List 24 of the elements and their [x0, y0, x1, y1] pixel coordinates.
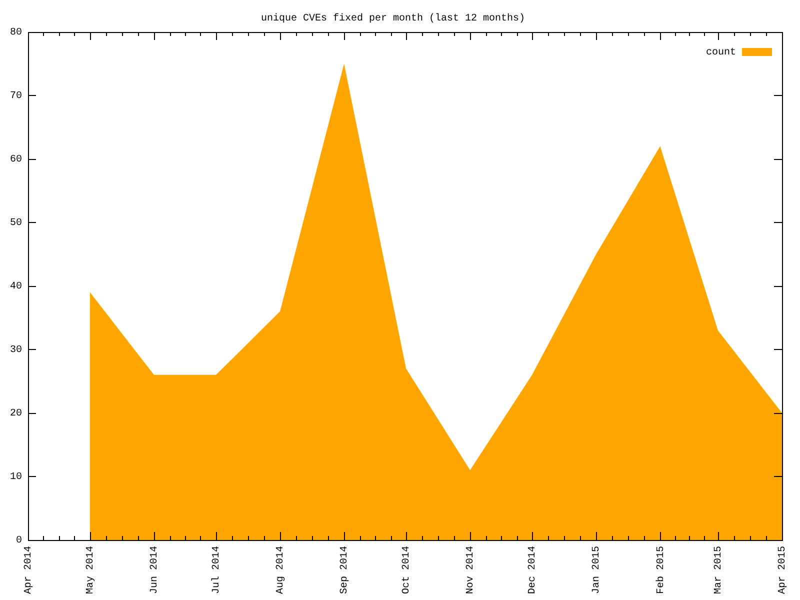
x-tick-label: Feb 2015 — [654, 546, 667, 594]
x-tick-label: Apr 2015 — [778, 546, 789, 594]
x-tick-label: Jul 2014 — [210, 546, 223, 594]
y-tick-label: 0 — [16, 536, 22, 547]
y-tick-label: 40 — [10, 282, 22, 293]
x-tick-label: Jan 2015 — [592, 546, 603, 594]
y-tick-label: 80 — [10, 28, 22, 39]
y-tick-label: 10 — [10, 472, 22, 484]
x-tick-label: Nov 2014 — [466, 546, 477, 594]
y-tick-label: 60 — [10, 154, 22, 166]
x-tick-label: Apr 2014 — [24, 546, 35, 594]
x-tick-label: Jun 2014 — [150, 546, 161, 594]
y-tick-label: 70 — [10, 91, 22, 102]
x-tick-label: May 2014 — [86, 546, 97, 594]
y-tick-label: 30 — [10, 345, 22, 356]
x-tick-label: Mar 2015 — [714, 546, 725, 594]
chart-title: unique CVEs fixed per month (last 12 months) — [260, 12, 526, 25]
x-tick-label: Dec 2014 — [528, 546, 539, 594]
legend-label: count — [706, 48, 736, 59]
y-tick-label: 50 — [10, 218, 22, 230]
x-tick-label: Oct 2014 — [402, 546, 413, 594]
x-tick-label: Aug 2014 — [276, 546, 287, 594]
y-tick-label: 20 — [10, 408, 22, 420]
x-tick-label: Sep 2014 — [340, 546, 351, 594]
